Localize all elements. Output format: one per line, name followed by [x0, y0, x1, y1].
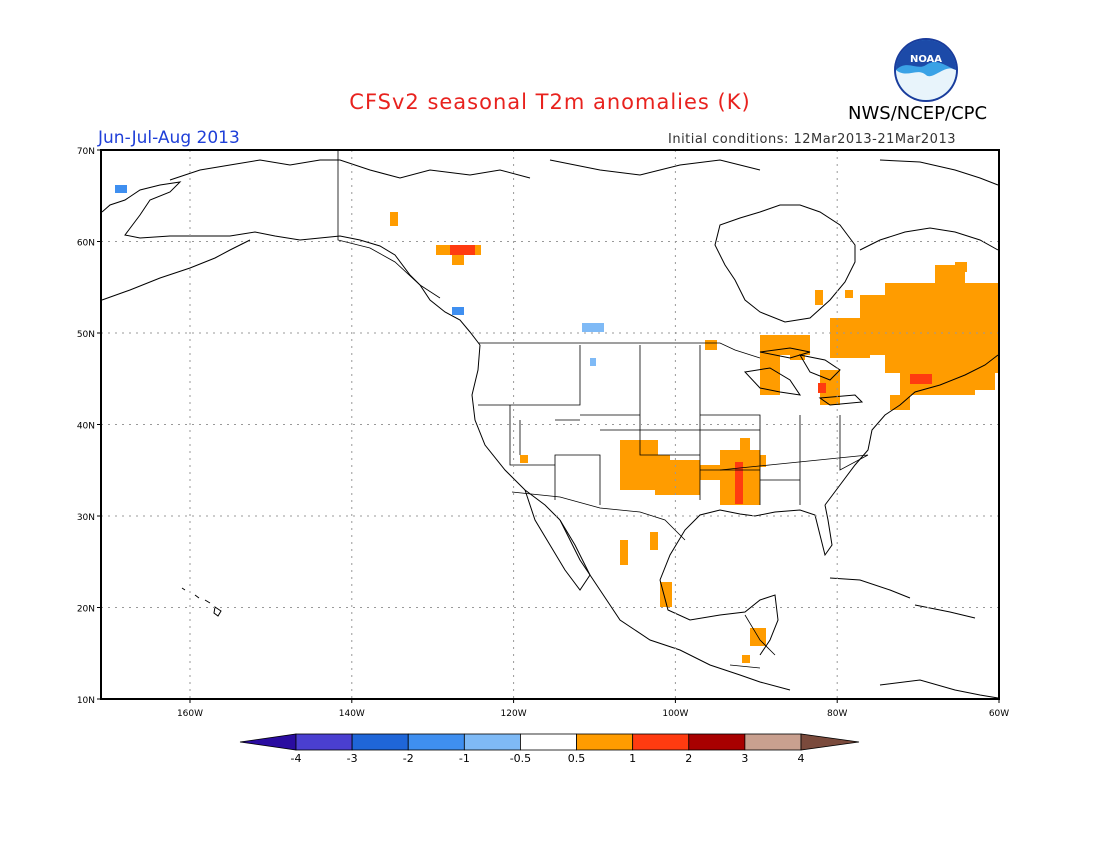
lon-label: 140W: [339, 709, 365, 719]
season-label: Jun-Jul-Aug 2013: [98, 128, 240, 148]
legend-swatch: [576, 733, 634, 751]
legend-label: -0.5: [510, 752, 531, 765]
anomaly-cell: [452, 255, 464, 265]
anomaly-cell: [520, 455, 528, 463]
coastlines: [101, 159, 999, 699]
legend-label: 4: [798, 752, 805, 765]
legend-lower-triangle: [239, 733, 297, 751]
legend-label: -3: [347, 752, 358, 765]
legend-swatch: [520, 733, 577, 751]
anomaly-cell: [450, 245, 475, 255]
anomaly-cell: [620, 540, 628, 565]
anomaly-cell: [452, 307, 464, 315]
legend-swatch: [688, 733, 746, 751]
legend-label: -1: [459, 752, 470, 765]
anomaly-cell: [740, 438, 750, 458]
legend-swatch: [744, 733, 802, 751]
initial-conditions-label: Initial conditions: 12Mar2013-21Mar2013: [668, 132, 956, 147]
anomaly-cell: [890, 395, 910, 410]
lon-label: 80W: [827, 709, 847, 719]
anomaly-cell: [700, 465, 722, 480]
lat-label: 30N: [77, 513, 95, 523]
anomaly-cell: [390, 212, 398, 226]
color-legend: -4 -3 -2 -1 -0.5 0.5 1 2 3 4: [239, 733, 860, 765]
anomaly-cell: [650, 532, 658, 550]
lat-label: 70N: [77, 147, 95, 157]
legend-label: 3: [741, 752, 748, 765]
lat-label: 10N: [77, 696, 95, 706]
anomaly-cell: [655, 460, 700, 495]
lat-label: 40N: [77, 422, 95, 432]
lon-label: 100W: [662, 709, 688, 719]
lon-label: 60W: [989, 709, 1009, 719]
lat-label: 50N: [77, 330, 95, 340]
anomaly-cell: [590, 358, 596, 366]
axis-ticks: 70N 60N 50N 40N 30N 20N 10N 160W 140W 120W 100W 80W…: [77, 147, 1009, 719]
lat-label: 60N: [77, 239, 95, 249]
anomaly-cell: [650, 440, 658, 455]
agency-label: NWS/NCEP/CPC: [848, 103, 988, 124]
anomaly-cell: [955, 262, 967, 272]
legend-label: 1: [629, 752, 636, 765]
anomaly-cell: [845, 290, 853, 298]
anomaly-cell: [735, 462, 743, 504]
anomaly-cell: [818, 383, 826, 393]
legend-label: -2: [403, 752, 414, 765]
legend-swatch: [632, 733, 690, 751]
anomaly-cell: [115, 185, 127, 193]
anomaly-cell: [756, 455, 766, 467]
anomaly-shading: [115, 185, 1000, 663]
anomaly-cell: [582, 323, 604, 332]
legend-swatch: [463, 733, 521, 751]
anomaly-cell: [830, 318, 870, 358]
anomaly-cell: [910, 374, 932, 384]
anomaly-cell: [705, 340, 717, 350]
legend-label: 0.5: [568, 752, 586, 765]
legend-label: -4: [291, 752, 302, 765]
anomaly-cell: [660, 582, 672, 607]
anomaly-cell: [815, 290, 823, 305]
legend-swatch: [407, 733, 465, 751]
lon-label: 160W: [177, 709, 203, 719]
anomaly-cell: [955, 365, 995, 390]
legend-swatch: [351, 733, 409, 751]
legend-swatch: [295, 733, 353, 751]
map-title: CFSv2 seasonal T2m anomalies (K): [349, 90, 751, 114]
graticule: [101, 150, 999, 699]
anomaly-cell: [760, 355, 780, 395]
lat-label: 20N: [77, 605, 95, 615]
legend-label: 2: [685, 752, 692, 765]
logo-text: NOAA: [910, 54, 942, 65]
anomaly-cell: [742, 655, 750, 663]
lon-label: 120W: [501, 709, 527, 719]
political-borders: [337, 150, 869, 669]
legend-upper-triangle: [800, 733, 860, 751]
noaa-logo: NOAA: [894, 38, 958, 102]
